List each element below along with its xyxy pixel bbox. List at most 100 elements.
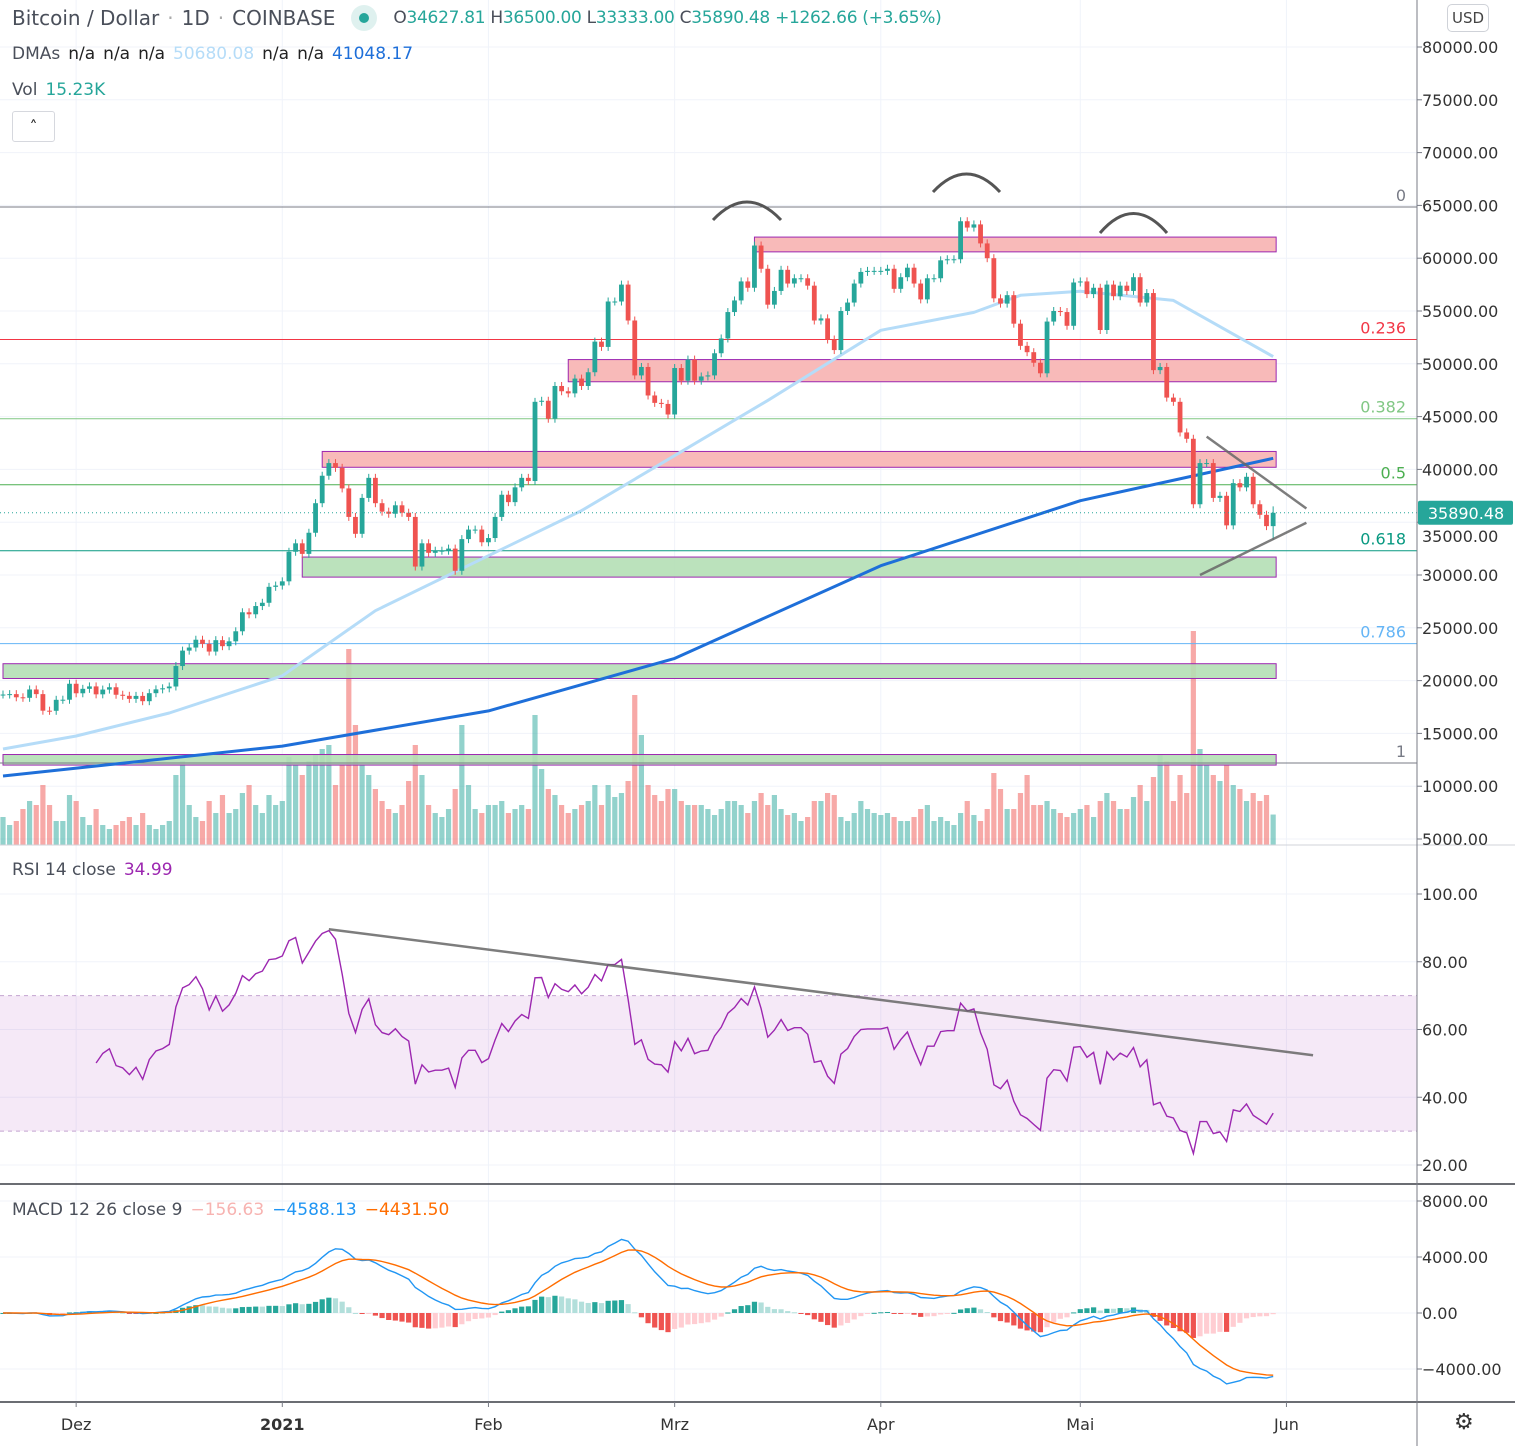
macd-histogram-bar xyxy=(751,1301,758,1313)
volume-bar xyxy=(326,745,332,845)
candle-body xyxy=(326,463,332,476)
macd-histogram-bar xyxy=(545,1297,551,1313)
macd-histogram-bar xyxy=(652,1313,658,1328)
candle-body xyxy=(885,268,890,271)
volume-bar xyxy=(1031,805,1037,845)
candle-body xyxy=(559,385,564,392)
gear-icon[interactable]: ⚙ xyxy=(1454,1410,1474,1435)
volume-bar xyxy=(924,805,930,845)
macd-histogram-bar xyxy=(559,1296,565,1313)
macd-histogram-bar xyxy=(406,1313,412,1323)
separator: · xyxy=(217,6,225,30)
candle-body xyxy=(1217,495,1223,498)
volume-bar xyxy=(412,745,418,845)
macd-histogram-bar xyxy=(359,1313,365,1315)
candle-body xyxy=(552,385,558,419)
macd-histogram-bar xyxy=(1064,1313,1070,1318)
volume-bar xyxy=(80,817,86,845)
macd-histogram-bar xyxy=(1037,1313,1043,1333)
price-axis-label: 60000.00 xyxy=(1422,249,1498,268)
rsi-legend[interactable]: RSI 14 close 34.99 xyxy=(12,860,173,880)
candle-body xyxy=(133,695,139,699)
macd-histogram-bar xyxy=(572,1299,578,1313)
volume-bar xyxy=(1157,755,1163,845)
candle-body xyxy=(446,548,451,551)
macd-histogram-bar xyxy=(226,1308,232,1313)
volume-bar xyxy=(851,813,857,845)
macd-histogram-bar xyxy=(811,1313,817,1320)
volume-bar xyxy=(818,801,824,845)
volume-bar xyxy=(339,765,345,845)
macd-histogram-bar xyxy=(825,1313,831,1326)
volume-bar xyxy=(798,821,804,845)
volume-bar xyxy=(838,817,844,845)
candle-body xyxy=(865,270,870,272)
candle-body xyxy=(785,269,791,284)
time-axis-label: Jun xyxy=(1273,1415,1299,1434)
macd-histogram-bar xyxy=(346,1307,352,1313)
symbol-legend[interactable]: Bitcoin / Dollar · 1D · COINBASE O34627.… xyxy=(12,5,942,31)
macd-histogram-bar xyxy=(725,1312,731,1314)
collapse-legend-button[interactable]: ˄ xyxy=(12,111,55,142)
candle-body xyxy=(180,650,185,667)
macd-histogram-bar xyxy=(977,1309,984,1313)
candle-body xyxy=(333,463,338,468)
volume-bar xyxy=(512,809,518,845)
volume-bar xyxy=(745,813,751,845)
candle-body xyxy=(1264,514,1269,527)
symbol-name: Bitcoin / Dollar xyxy=(12,6,160,30)
volume-legend[interactable]: Vol 15.23K xyxy=(12,80,105,100)
volume-bar xyxy=(13,821,19,845)
rsi-axis-label: 40.00 xyxy=(1422,1088,1468,1107)
macd-histogram-bar xyxy=(831,1313,837,1328)
candle-body xyxy=(931,278,937,280)
macd-axis-label: 0.00 xyxy=(1422,1304,1458,1323)
volume-bar xyxy=(0,817,6,845)
volume-bar xyxy=(1124,809,1130,845)
volume-bar xyxy=(173,775,179,845)
volume-bar xyxy=(612,797,618,845)
macd-histogram-bar xyxy=(1257,1313,1263,1317)
volume-bar xyxy=(432,813,438,845)
volume-bar xyxy=(1104,793,1110,845)
candle-body xyxy=(166,686,172,689)
volume-bar xyxy=(1064,817,1070,845)
macd-signal-value: −4431.50 xyxy=(364,1200,450,1220)
candle-body xyxy=(738,281,744,301)
volume-bar xyxy=(439,817,445,845)
candle-body xyxy=(1091,287,1096,295)
volume-bar xyxy=(199,821,206,845)
dma-value: n/a xyxy=(103,44,131,64)
macd-histogram-bar xyxy=(705,1313,711,1323)
volume-bar xyxy=(1057,813,1063,845)
dmas-legend[interactable]: DMAs n/a n/a n/a 50680.08 n/a n/a 41048.… xyxy=(12,44,413,64)
volume-bar xyxy=(1137,785,1143,845)
candle-body xyxy=(984,243,990,259)
macd-legend[interactable]: MACD 12 26 close 9 −156.63 −4588.13 −443… xyxy=(12,1200,449,1220)
candle-body xyxy=(1224,495,1229,526)
macd-histogram-bar xyxy=(878,1312,884,1314)
candle-body xyxy=(40,694,46,711)
volume-bar xyxy=(219,795,226,845)
macd-histogram-bar xyxy=(745,1305,751,1313)
open-label: O xyxy=(393,8,407,28)
candle-body xyxy=(818,318,824,321)
volume-bar xyxy=(911,817,917,845)
close-value: 35890.48 xyxy=(691,8,770,28)
macd-histogram-bar xyxy=(991,1313,997,1318)
macd-histogram-bar xyxy=(512,1308,518,1313)
dma-value: n/a xyxy=(262,44,290,64)
candle-body xyxy=(525,477,531,482)
candle-body xyxy=(585,372,591,386)
volume-bar xyxy=(33,805,39,845)
last-price-label: 35890.48 xyxy=(1428,504,1504,523)
currency-button[interactable]: USD xyxy=(1447,4,1489,32)
macd-histogram-bar xyxy=(426,1313,432,1329)
macd-histogram-bar xyxy=(286,1304,292,1313)
macd-histogram-bar xyxy=(951,1312,957,1314)
candle-body xyxy=(1064,312,1070,326)
macd-histogram-bar xyxy=(838,1313,844,1326)
macd-histogram-bar xyxy=(997,1313,1004,1322)
rsi-trendline xyxy=(328,927,1314,1057)
